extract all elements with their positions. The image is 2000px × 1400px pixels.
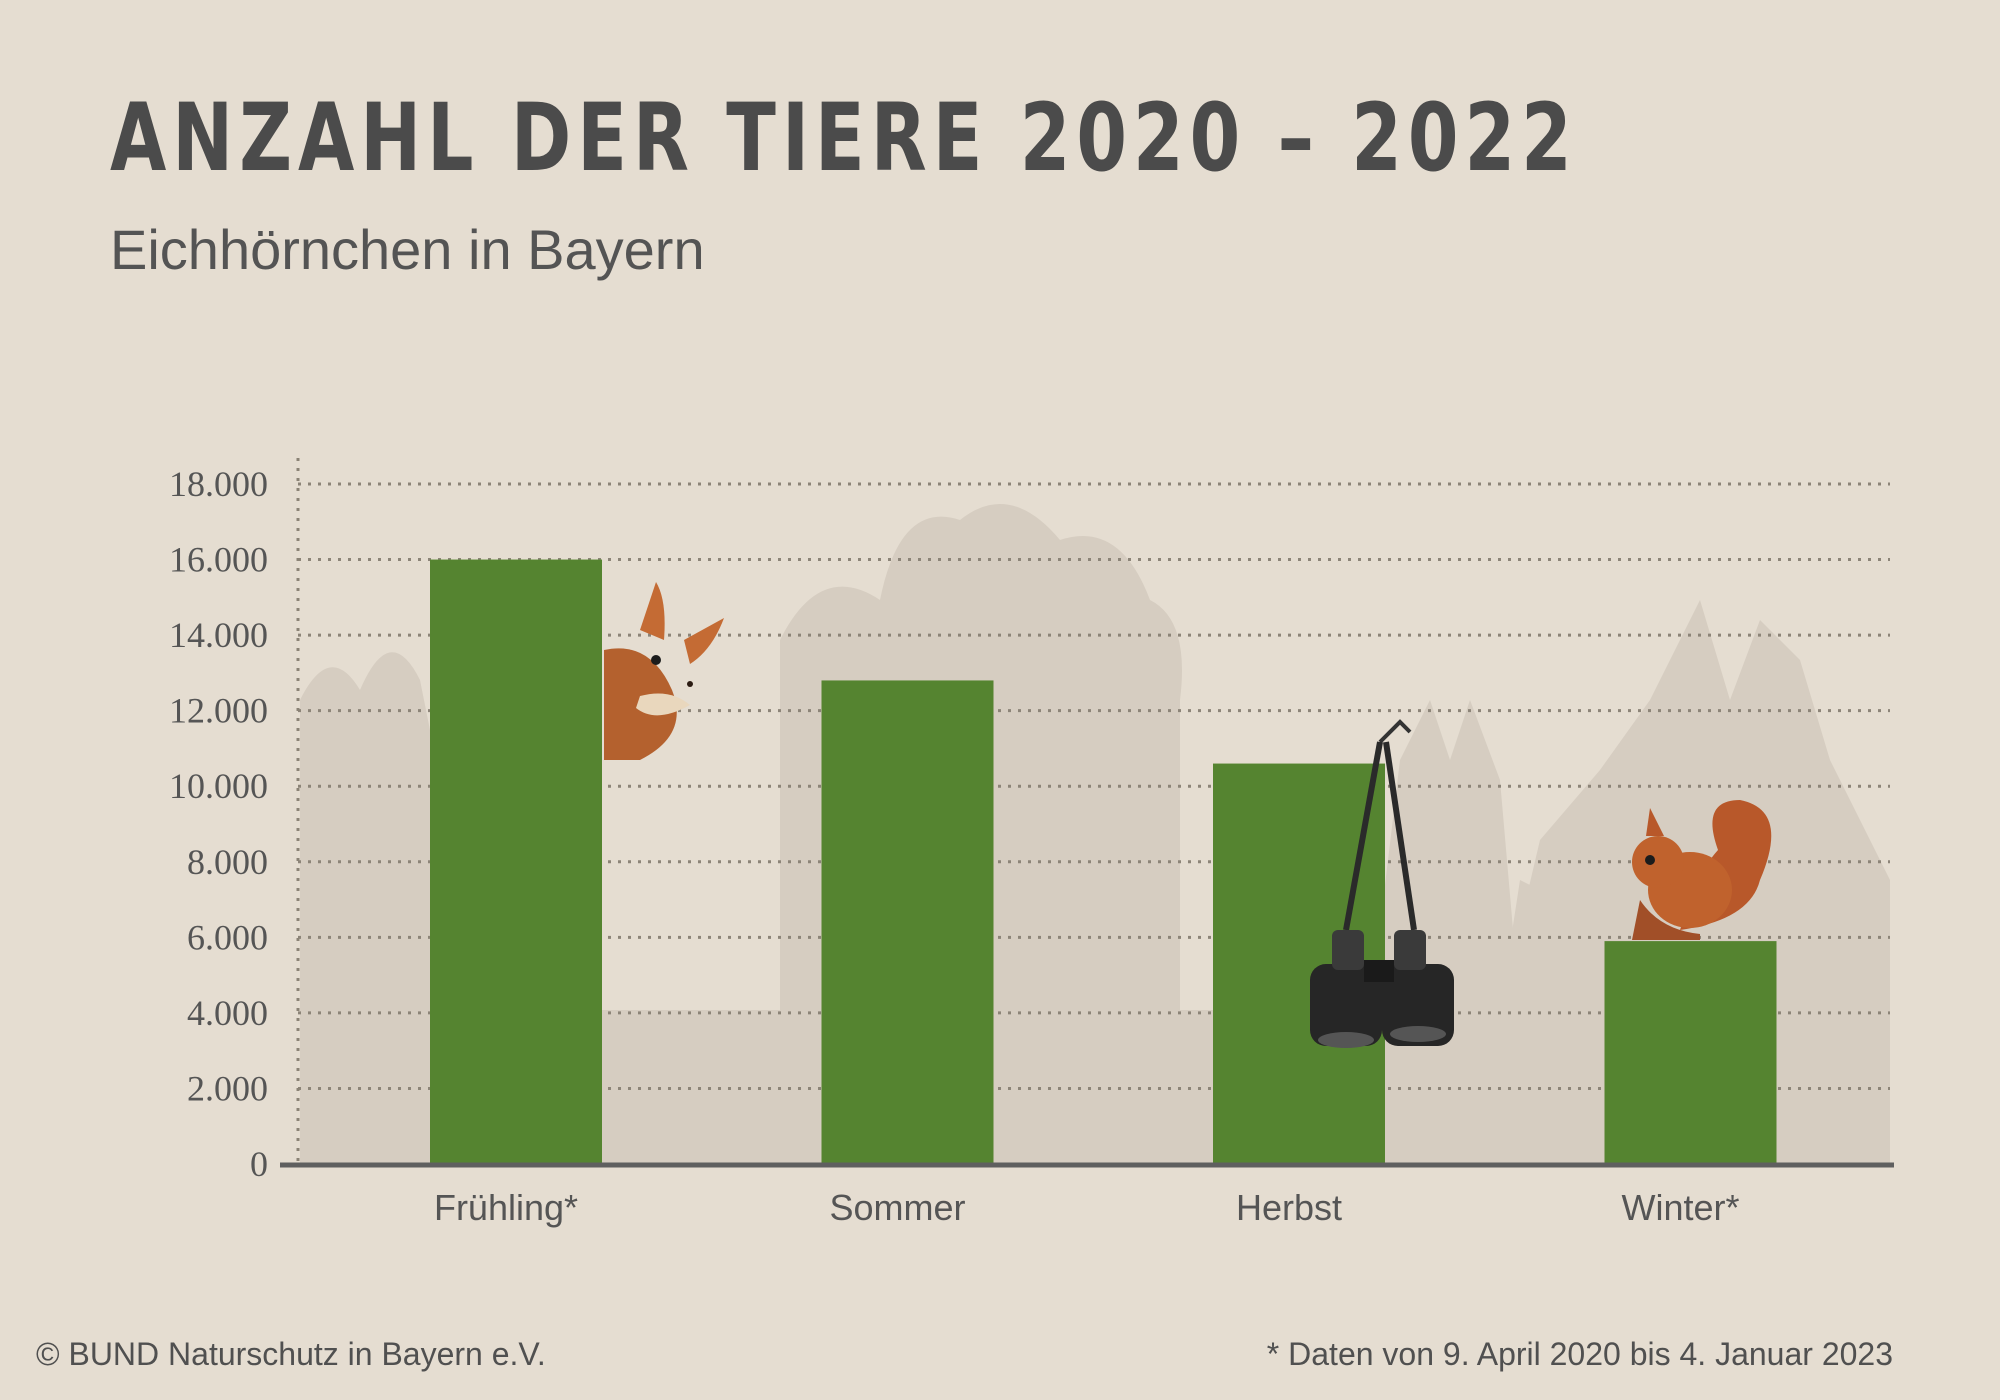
y-axis-ticks: 0 2.000 4.000 6.000 8.000 10.000 12.000 14.000 1… — [169, 464, 268, 1184]
x-tick-label: Frühling* — [434, 1187, 578, 1228]
footer-note: * Daten von 9. April 2020 bis 4. Januar … — [1266, 1336, 1893, 1372]
x-tick-label: Herbst — [1236, 1187, 1342, 1228]
y-tick-label: 10.000 — [169, 766, 268, 806]
bar — [821, 680, 994, 1164]
x-tick-label: Sommer — [829, 1187, 965, 1228]
y-tick-label: 2.000 — [187, 1068, 268, 1108]
chart-title: ANZAHL DER TIERE 2020 – 2022 — [110, 84, 1578, 193]
binoculars-icon — [1310, 719, 1454, 1048]
footer-copyright: © BUND Naturschutz in Bayern e.V. — [36, 1336, 546, 1372]
bar — [1604, 941, 1777, 1164]
y-tick-label: 8.000 — [187, 842, 268, 882]
x-tick-label: Winter* — [1621, 1187, 1739, 1228]
y-tick-label: 14.000 — [169, 615, 268, 655]
chart-subtitle: Eichhörnchen in Bayern — [110, 218, 705, 281]
bar — [430, 559, 602, 1164]
y-tick-label: 0 — [250, 1144, 268, 1184]
y-tick-label: 16.000 — [169, 540, 268, 580]
y-tick-label: 6.000 — [187, 917, 268, 957]
y-tick-label: 18.000 — [169, 464, 268, 504]
bars — [430, 559, 1777, 1164]
y-tick-label: 4.000 — [187, 993, 268, 1033]
peeking-squirrel-icon — [604, 582, 724, 760]
x-axis-labels: Frühling* Sommer Herbst Winter* — [434, 1187, 1740, 1228]
sitting-squirrel-icon — [1632, 800, 1772, 940]
y-tick-label: 12.000 — [169, 691, 268, 731]
